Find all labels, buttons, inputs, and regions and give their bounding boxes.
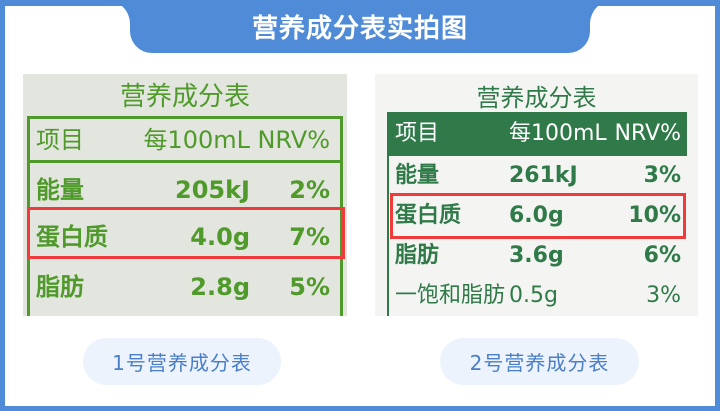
row-item: 蛋白质 — [395, 202, 462, 228]
column-header: 每100mL — [143, 125, 250, 154]
row-item: 脂肪 — [36, 272, 84, 301]
row-nrv: 10% — [628, 202, 681, 228]
row-nrv: 7% — [289, 222, 330, 251]
table-row: 一饱和脂肪 0.5g 3% — [389, 276, 687, 316]
row-item: 能量 — [36, 175, 84, 204]
table-row: 蛋白质 4.0g 7% — [30, 214, 340, 260]
nutrition-table: 项目 每100mL NRV% 能量 261kJ 3% 蛋白质 6.0g 10% … — [387, 112, 687, 316]
table-row: 脂肪 3.6g 6% — [389, 236, 687, 276]
row-nrv: 6% — [643, 242, 681, 268]
column-header: 项目 — [36, 125, 84, 154]
row-amount: 205kJ — [175, 175, 250, 204]
row-amount: 0.5g — [509, 282, 558, 308]
table-row: 蛋白质 6.0g 10% — [389, 196, 687, 236]
table-header: 项目 每100mL NRV% — [30, 119, 340, 163]
column-header: NRV% — [257, 125, 330, 154]
label-heading: 营养成分表 — [476, 84, 597, 112]
row-nrv: 3% — [643, 162, 681, 188]
row-nrv: 2% — [289, 175, 330, 204]
column-header: NRV% — [614, 120, 682, 146]
row-nrv: 3% — [646, 282, 681, 308]
table-header: 项目 每100mL NRV% — [389, 112, 687, 156]
highlight-box — [27, 207, 345, 259]
label-heading: 营养成分表 — [119, 82, 250, 112]
row-item: 蛋白质 — [36, 222, 108, 251]
caption-label-2: 2号营养成分表 — [440, 338, 639, 385]
table-row: 能量 261kJ 3% — [389, 156, 687, 196]
label-photo-1: 营养成分表 项目 每100mL NRV% 能量 205kJ 2% 蛋白质 4.0… — [23, 74, 347, 316]
row-amount: 3.6g — [509, 242, 564, 268]
table-row: 能量 205kJ 2% — [30, 167, 340, 213]
row-item: 能量 — [395, 162, 440, 188]
row-amount: 4.0g — [190, 222, 250, 251]
highlight-box — [390, 193, 686, 239]
page-title: 营养成分表实拍图 — [130, 0, 590, 53]
column-header: 项目 — [395, 120, 440, 146]
caption-label-1: 1号营养成分表 — [83, 338, 281, 385]
row-amount: 6.0g — [509, 202, 564, 228]
row-nrv: 5% — [289, 272, 330, 301]
row-item: 脂肪 — [395, 242, 440, 268]
row-amount: 261kJ — [509, 162, 578, 188]
column-header: 每100mL — [509, 120, 607, 146]
row-item: 一饱和脂肪 — [395, 282, 506, 308]
table-row: 脂肪 2.8g 5% — [30, 264, 340, 310]
row-amount: 2.8g — [190, 272, 250, 301]
label-photo-2: 营养成分表 项目 每100mL NRV% 能量 261kJ 3% 蛋白质 6.0… — [375, 74, 698, 316]
